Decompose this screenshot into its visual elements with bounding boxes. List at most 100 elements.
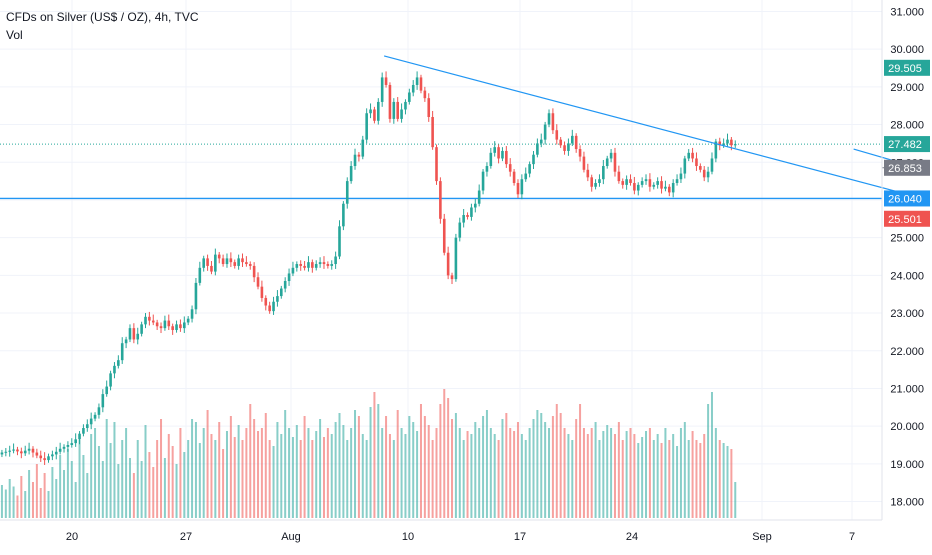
svg-text:26.853: 26.853 — [888, 163, 922, 175]
volume-bar — [714, 428, 717, 518]
candle — [54, 446, 58, 460]
candle — [66, 441, 70, 452]
volume-bar — [559, 413, 562, 518]
candle — [163, 315, 167, 331]
candle — [691, 147, 694, 163]
candle — [229, 252, 233, 268]
candle — [237, 254, 240, 270]
candle — [280, 285, 283, 299]
y-tick-label: 30.000 — [890, 44, 924, 56]
volume-bar — [474, 422, 477, 518]
volume-bar — [462, 440, 465, 518]
candle — [206, 254, 209, 271]
volume-bar — [222, 449, 225, 518]
candle — [644, 174, 648, 185]
volume-bar — [416, 431, 419, 518]
candle — [186, 316, 190, 326]
volume-bar — [586, 434, 589, 518]
candle — [23, 445, 27, 456]
volume-bar — [140, 461, 143, 518]
candle — [318, 257, 322, 268]
candle — [194, 277, 198, 315]
candle — [528, 161, 531, 178]
candle — [86, 419, 89, 432]
volume-bar — [357, 416, 360, 518]
volume-bar — [74, 482, 77, 518]
candle — [35, 448, 39, 459]
candle — [179, 319, 182, 332]
candle — [198, 261, 202, 286]
candle — [446, 246, 450, 280]
candle — [396, 97, 399, 122]
candle — [322, 256, 326, 269]
candle — [602, 159, 605, 185]
volume-bar — [117, 464, 120, 518]
candle — [590, 174, 593, 192]
candle — [233, 259, 237, 269]
volume-bar — [497, 440, 500, 518]
volume-bar — [109, 443, 112, 518]
volume-bar — [338, 413, 341, 518]
volume-bar — [330, 434, 333, 518]
volume-indicator-label[interactable]: Vol — [6, 28, 23, 42]
volume-bar — [311, 440, 314, 518]
candle — [326, 261, 330, 269]
candle — [43, 452, 46, 465]
candle — [361, 135, 365, 160]
volume-bar — [613, 434, 616, 518]
volume-bar — [679, 428, 682, 518]
volume-bar — [229, 416, 232, 518]
candle — [411, 80, 415, 97]
candle — [714, 138, 718, 163]
volume-bar — [388, 434, 391, 518]
volume-bar — [505, 413, 508, 518]
candle — [605, 155, 609, 169]
candle — [679, 167, 683, 183]
candle — [431, 110, 434, 150]
volume-bar — [268, 440, 271, 518]
volume-bar — [470, 434, 473, 518]
candle — [89, 412, 93, 430]
volume-bar — [532, 419, 535, 518]
volume-bar — [629, 428, 632, 518]
volume-bar — [206, 410, 209, 518]
volume-bar — [567, 434, 570, 518]
candle — [287, 268, 291, 286]
volume-bar — [214, 440, 217, 518]
candle — [547, 109, 551, 128]
volume-bar — [703, 434, 706, 518]
x-tick-label: 17 — [514, 531, 526, 543]
candles — [0, 71, 737, 465]
svg-text:26.040: 26.040 — [888, 193, 922, 205]
candle — [256, 272, 260, 290]
volume-bar — [656, 434, 659, 518]
candle — [524, 167, 528, 182]
volume-bar — [377, 404, 380, 518]
candle — [671, 179, 675, 198]
volume-bar — [55, 479, 58, 518]
candle — [563, 141, 566, 155]
volume-bar — [555, 404, 558, 518]
x-tick-label: 7 — [849, 531, 855, 543]
candle — [633, 176, 636, 195]
candle — [551, 108, 555, 134]
candle — [520, 174, 524, 200]
candle — [365, 108, 368, 144]
candle — [183, 316, 186, 334]
x-tick-label: Aug — [281, 531, 301, 543]
candle — [171, 323, 174, 335]
candle — [559, 136, 562, 148]
volume-bar — [194, 422, 197, 518]
candle — [629, 174, 632, 186]
candle — [132, 323, 136, 344]
volume-bar — [307, 428, 310, 518]
candle — [0, 449, 4, 458]
volume-bar — [70, 461, 73, 518]
candle — [485, 162, 489, 177]
volume-bar — [381, 428, 384, 518]
candle — [349, 161, 353, 184]
candle — [295, 261, 299, 272]
candle — [408, 88, 411, 105]
